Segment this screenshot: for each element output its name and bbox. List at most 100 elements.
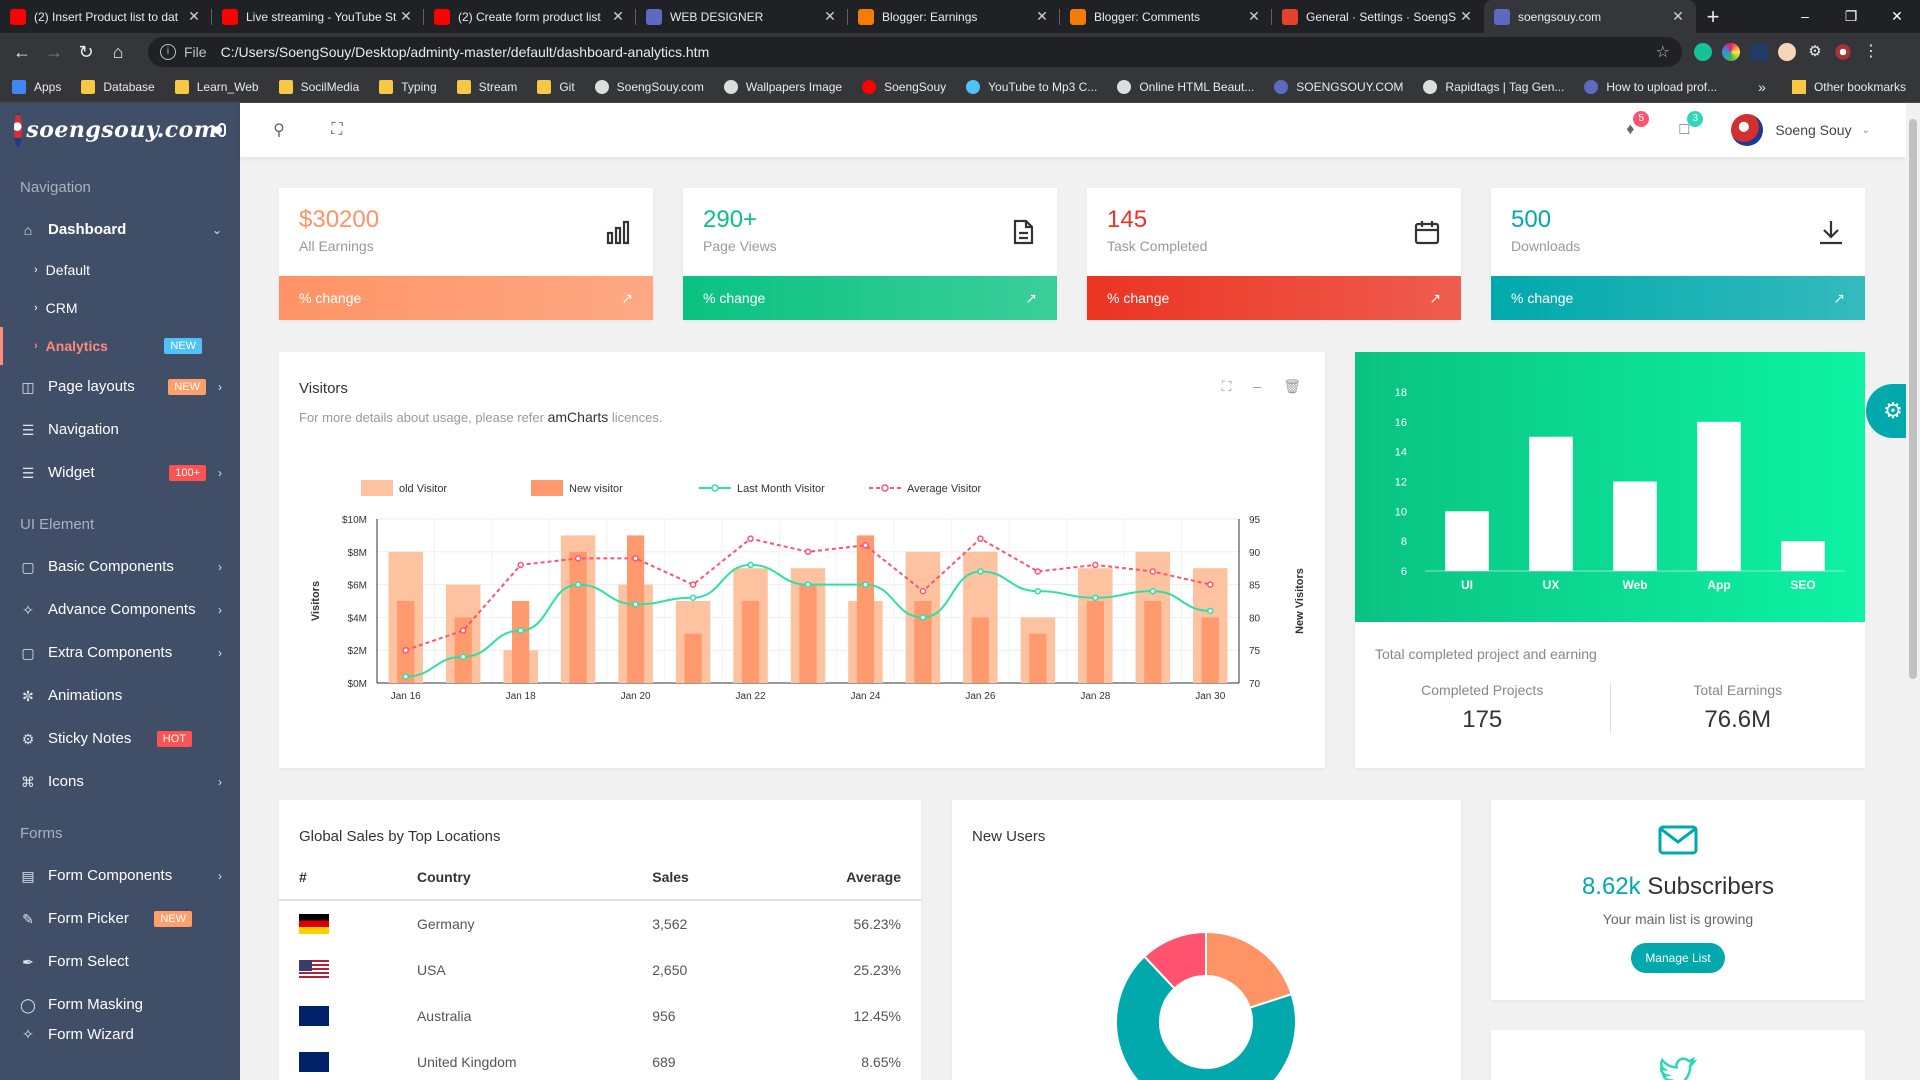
browser-tab[interactable]: (2) Create form product list ✕ xyxy=(424,0,636,33)
manage-list-button[interactable]: Manage List xyxy=(1631,943,1725,973)
bookmark-item[interactable]: SoengSouy xyxy=(862,79,946,94)
bookmark-item[interactable]: Rapidtags | Tag Gen... xyxy=(1423,79,1564,94)
y-tick-label: $0M xyxy=(348,679,367,690)
notification-bell-icon[interactable]: ♦ 5 xyxy=(1603,111,1657,139)
sidebar-item-form-picker[interactable]: ✎ Form Picker NEW xyxy=(0,897,240,940)
sidebar-item-basic-components[interactable]: ▢ Basic Components › xyxy=(0,545,240,588)
wappalyzer-extension-icon[interactable] xyxy=(1750,43,1768,61)
tab-close-icon[interactable]: ✕ xyxy=(188,8,200,24)
scrollbar-thumb[interactable] xyxy=(1909,119,1917,679)
sidebar-item-extra-components[interactable]: ▢ Extra Components › xyxy=(0,631,240,674)
bookmark-item[interactable]: SOENGSOUY.COM xyxy=(1274,79,1403,94)
stat-card-top: $30200 All Earnings xyxy=(279,188,653,276)
url-text[interactable]: C:/Users/SoengSouy/Desktop/adminty-maste… xyxy=(220,44,710,60)
sidebar-toggle-icon[interactable] xyxy=(213,123,226,137)
bookmark-item[interactable]: Typing xyxy=(379,79,437,94)
sidebar-item-form-select[interactable]: ✒ Form Select xyxy=(0,940,240,983)
y-right-tick-label: 75 xyxy=(1249,646,1261,657)
menu-kebab-icon[interactable]: ⋮ xyxy=(1863,43,1879,60)
tab-close-icon[interactable]: ✕ xyxy=(824,8,836,24)
sidebar-sub-crm[interactable]: › CRM xyxy=(0,289,240,327)
minimize-icon[interactable]: – xyxy=(1253,378,1262,394)
browser-tab[interactable]: General · Settings · SoengS ✕ xyxy=(1272,0,1484,33)
puzzle-icon[interactable]: ⚙ xyxy=(1808,43,1822,60)
sidebar-item-widget[interactable]: ☰ Widget 100+ › xyxy=(0,451,240,494)
profile-avatar-icon[interactable] xyxy=(1834,43,1852,61)
other-bookmarks[interactable]: Other bookmarks xyxy=(1813,79,1906,94)
sidebar-item-dashboard[interactable]: ⌂ Dashboard ⌄ xyxy=(0,208,240,251)
grammarly-extension-icon[interactable] xyxy=(1694,43,1712,61)
restore-icon[interactable]: ❐ xyxy=(1844,8,1858,24)
bookmark-item[interactable]: SoengSouy.com xyxy=(594,79,704,94)
sidebar-item-icons[interactable]: ⌘ Icons › xyxy=(0,760,240,803)
sub-label: CRM xyxy=(45,300,78,316)
amcharts-link[interactable]: amCharts xyxy=(547,409,609,425)
tab-close-icon[interactable]: ✕ xyxy=(400,8,412,24)
bookmark-item[interactable]: Database xyxy=(81,79,155,94)
sidebar-item-form-components[interactable]: ▤ Form Components › xyxy=(0,854,240,897)
browser-tab[interactable]: soengsouy.com ✕ xyxy=(1484,0,1696,33)
sidebar-item-form-wizard[interactable]: ✧ Form Wizard xyxy=(0,1026,240,1046)
bookmark-item[interactable]: Apps xyxy=(12,79,61,94)
col-hash: # xyxy=(279,855,397,901)
search-icon[interactable]: ⚲ xyxy=(273,122,285,139)
new-tab-button[interactable]: + xyxy=(1706,4,1720,29)
browser-tab[interactable]: Blogger: Comments ✕ xyxy=(1060,0,1272,33)
bookmark-star-icon[interactable]: ☆ xyxy=(1655,44,1670,61)
trash-icon[interactable]: 🗑 xyxy=(1283,378,1301,394)
sidebar-item-form-masking[interactable]: ◯ Form Masking xyxy=(0,983,240,1026)
sidebar-item-advance-components[interactable]: ✧ Advance Components › xyxy=(0,588,240,631)
bookmark-item[interactable]: Wallpapers Image xyxy=(723,79,842,94)
tab-favicon-icon xyxy=(1282,8,1298,25)
color-extension-icon[interactable] xyxy=(1722,43,1740,61)
forward-icon[interactable]: → xyxy=(45,41,63,62)
address-input[interactable]: i File C:/Users/SoengSouy/Desktop/admint… xyxy=(148,37,1682,67)
fullscreen-icon[interactable]: ⛶ xyxy=(331,121,343,138)
bookmark-item[interactable]: Git xyxy=(537,79,575,94)
tab-close-icon[interactable]: ✕ xyxy=(612,8,624,24)
minimize-icon[interactable]: – xyxy=(1801,8,1809,24)
tab-close-icon[interactable]: ✕ xyxy=(1248,8,1260,24)
legend-item[interactable]: New visitor xyxy=(531,480,623,496)
x-tick-label: Jan 20 xyxy=(621,691,651,702)
sidebar-item-navigation[interactable]: ☰ Navigation xyxy=(0,408,240,451)
bookmark-item[interactable]: Online HTML Beaut... xyxy=(1117,79,1254,94)
info-icon[interactable]: i xyxy=(160,44,176,60)
browser-tab[interactable]: Blogger: Earnings ✕ xyxy=(848,0,1060,33)
user-menu[interactable]: Soeng Souy ⌄ xyxy=(1731,114,1870,146)
sidebar-sub-analytics[interactable]: › Analytics NEW xyxy=(0,327,240,365)
sidebar-item-sticky-notes[interactable]: ⚙ Sticky Notes HOT xyxy=(0,717,240,760)
legend-item[interactable]: Last Month Visitor xyxy=(699,483,825,495)
bookmark-favicon-icon xyxy=(174,79,189,94)
back-icon[interactable]: ← xyxy=(13,41,31,62)
donut-slice xyxy=(1142,930,1207,990)
sidebar-sub-default[interactable]: › Default xyxy=(0,251,240,289)
tab-close-icon[interactable]: ✕ xyxy=(1036,8,1048,24)
bookmark-item[interactable]: SocilMedia xyxy=(278,79,359,94)
legend-item[interactable]: Average Visitor xyxy=(869,483,982,495)
extension-icon[interactable] xyxy=(1778,43,1796,61)
bookmark-item[interactable]: YouTube to Mp3 C... xyxy=(966,79,1097,94)
browser-tab[interactable]: WEB DESIGNER ✕ xyxy=(636,0,848,33)
sidebar-item-page-layouts[interactable]: ◫ Page layouts NEW › xyxy=(0,365,240,408)
mail-icon xyxy=(1658,825,1698,855)
tab-favicon-icon xyxy=(646,8,662,25)
tab-close-icon[interactable]: ✕ xyxy=(1672,8,1684,24)
expand-icon[interactable]: ⛶ xyxy=(1221,378,1232,394)
page-scrollbar[interactable] xyxy=(1906,103,1920,1080)
brand-name[interactable]: soengsouy.com xyxy=(26,117,218,143)
close-window-icon[interactable]: ✕ xyxy=(1891,8,1903,24)
legend-item[interactable]: old Visitor xyxy=(361,480,447,496)
bookmark-item[interactable]: Learn_Web xyxy=(174,79,259,94)
stat-label: Downloads xyxy=(1511,238,1581,254)
home-icon[interactable]: ⌂ xyxy=(112,41,124,62)
tab-close-icon[interactable]: ✕ xyxy=(1460,8,1472,24)
bookmark-item[interactable]: How to upload prof... xyxy=(1584,79,1717,94)
bookmarks-more[interactable]: » xyxy=(1758,78,1766,95)
browser-tab[interactable]: Live streaming - YouTube St ✕ xyxy=(212,0,424,33)
bookmark-item[interactable]: Stream xyxy=(456,79,517,94)
reload-icon[interactable]: ↻ xyxy=(78,41,94,62)
sidebar-item-animations[interactable]: ✼ Animations xyxy=(0,674,240,717)
message-icon[interactable]: □ 3 xyxy=(1657,111,1711,139)
browser-tab[interactable]: (2) Insert Product list to dat ✕ xyxy=(0,0,212,33)
